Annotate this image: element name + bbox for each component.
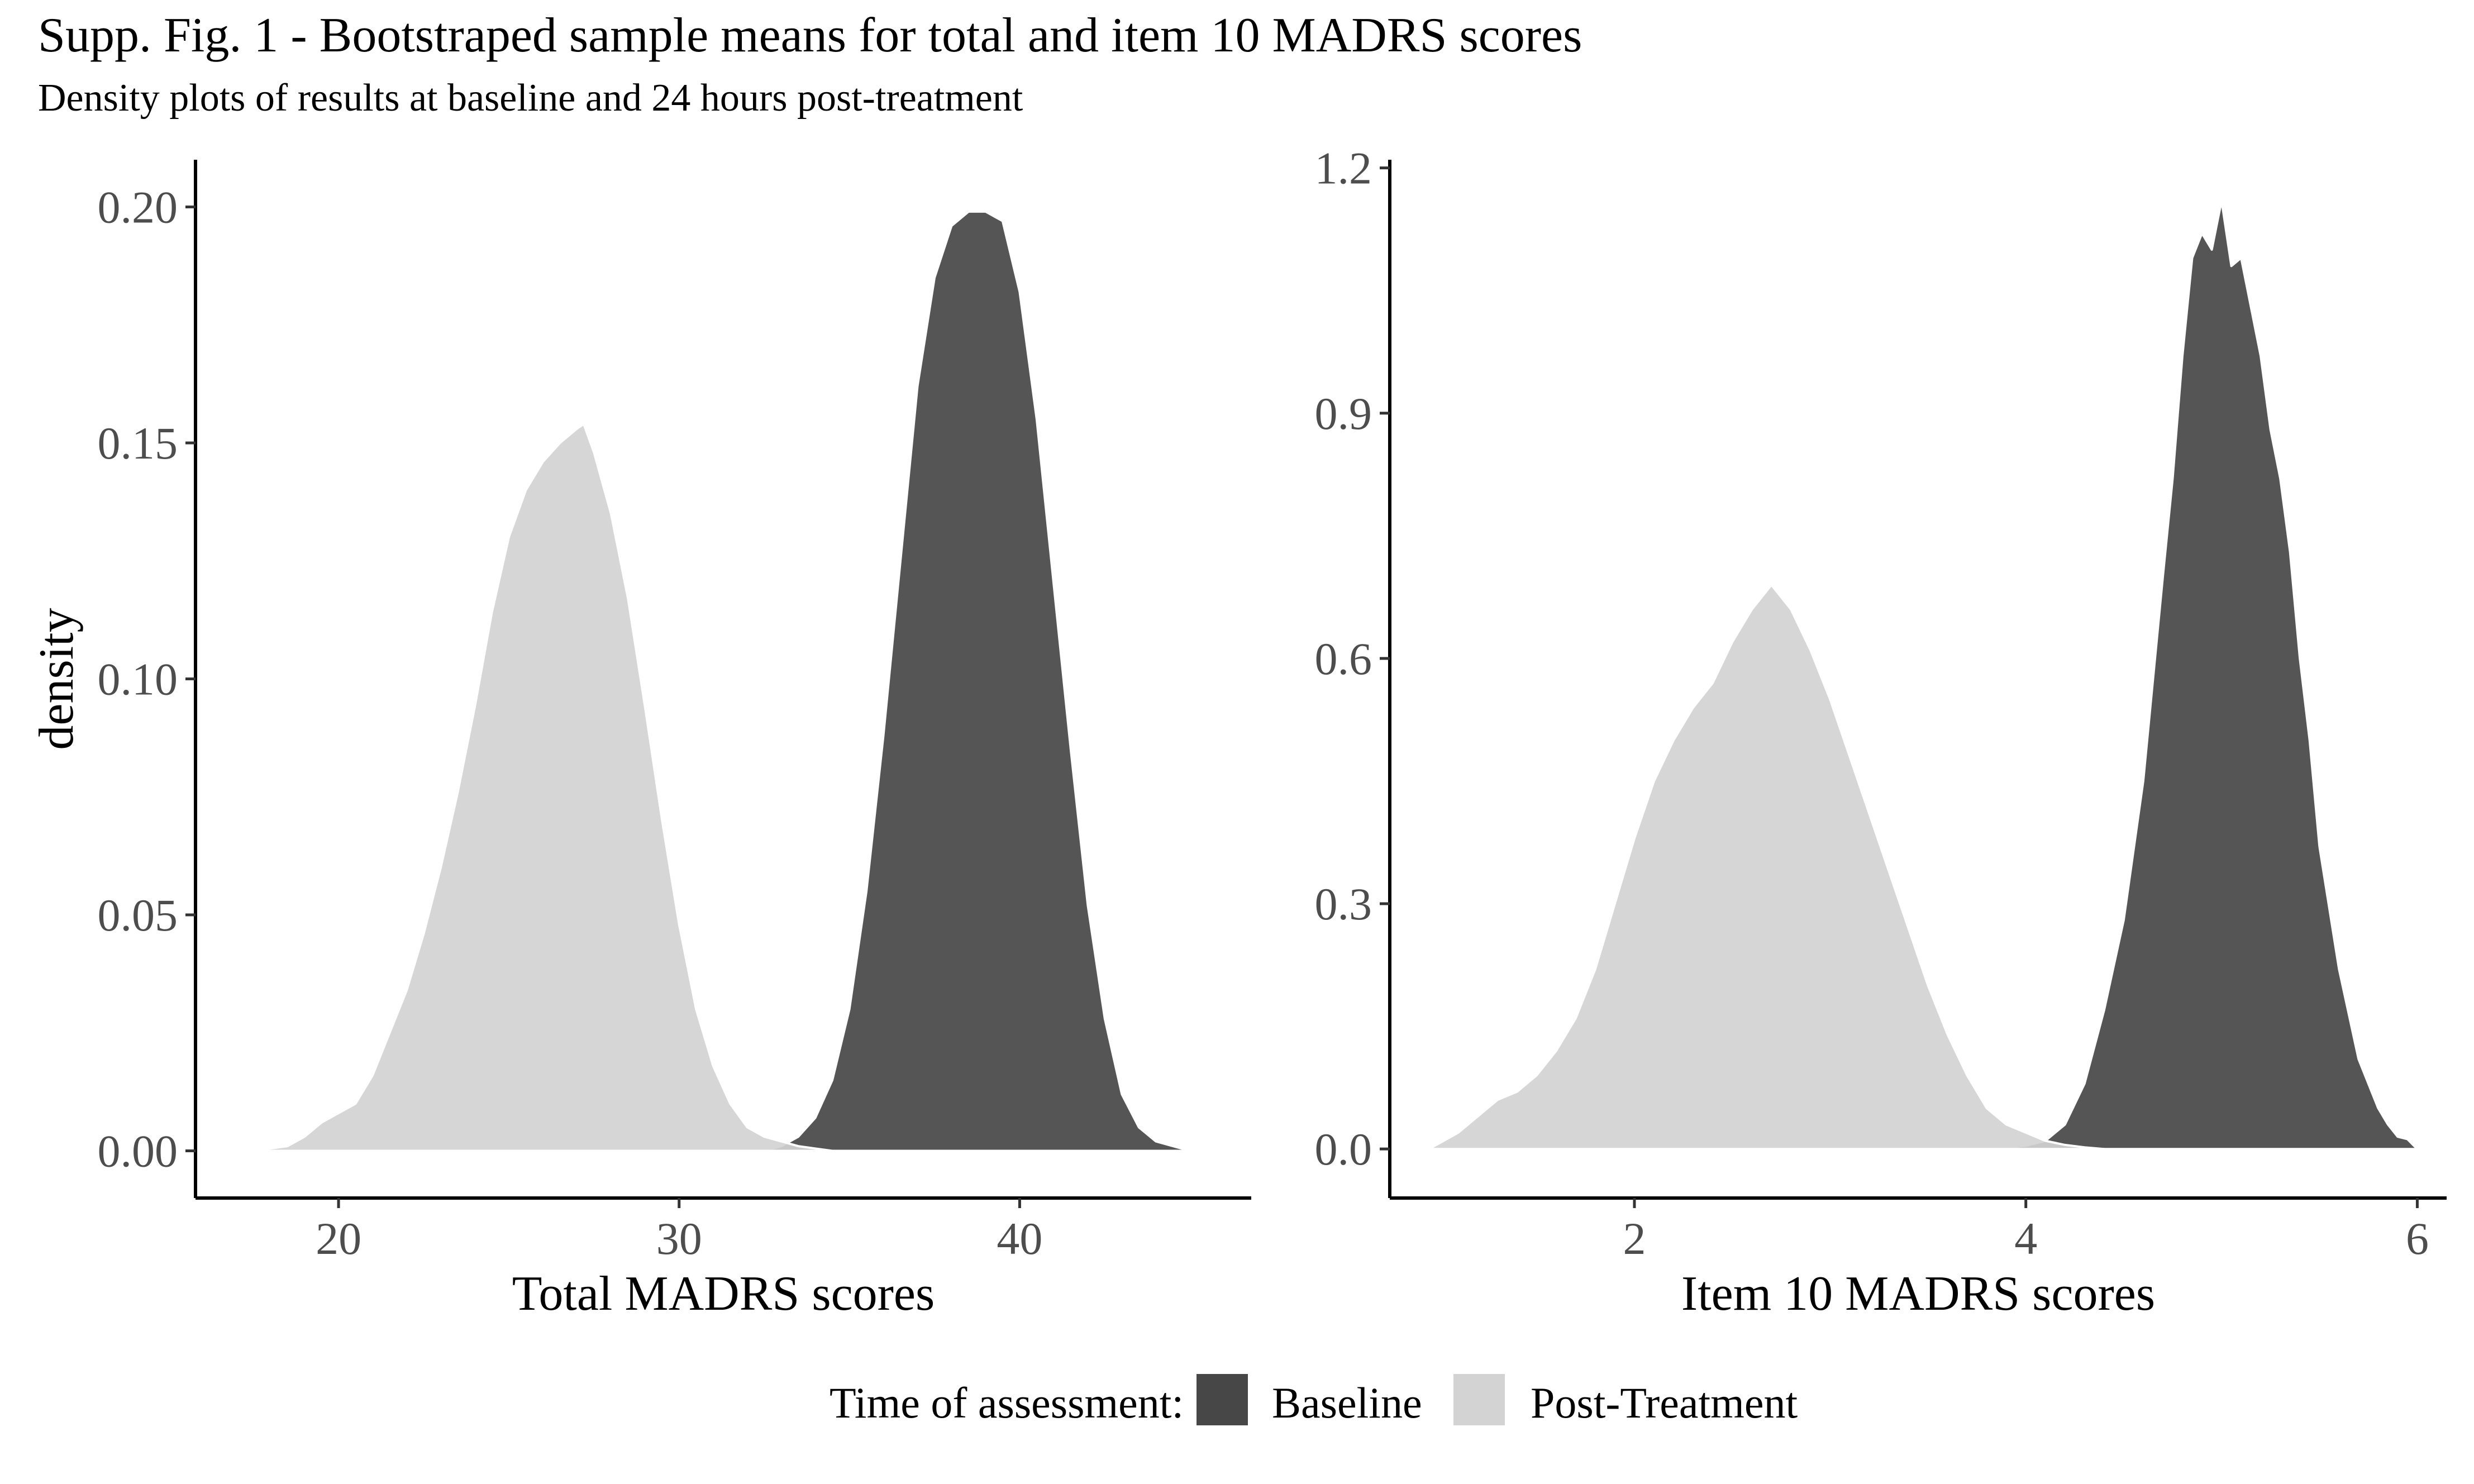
y-tick-label: 0.9 bbox=[1315, 388, 1372, 439]
x-tick-label: 30 bbox=[656, 1213, 702, 1264]
legend-label-post-treatment: Post-Treatment bbox=[1531, 1378, 1798, 1427]
y-tick-label: 0.6 bbox=[1315, 633, 1372, 684]
x-axis-title: Total MADRS scores bbox=[512, 1267, 935, 1321]
panel-item10-madrs: 0.0 0.3 0.6 0.9 1.2 2 4 6 Item 10 MADRS scores bbox=[1315, 143, 2447, 1321]
x-tick-label: 20 bbox=[316, 1213, 361, 1264]
figure-subtitle: Density plots of results at baseline and… bbox=[38, 77, 1023, 120]
x-axis-title: Item 10 MADRS scores bbox=[1681, 1267, 2155, 1321]
legend: Time of assessment: Baseline Post-Treatm… bbox=[830, 1374, 1798, 1427]
y-tick-label: 0.00 bbox=[98, 1126, 178, 1177]
y-tick-label: 0.0 bbox=[1315, 1124, 1372, 1175]
figure-title: Supp. Fig. 1 - Bootstraped sample means … bbox=[38, 8, 1582, 63]
legend-label-baseline: Baseline bbox=[1272, 1378, 1422, 1427]
density-area-post-treatment bbox=[252, 423, 834, 1152]
y-tick-label: 1.2 bbox=[1315, 143, 1372, 194]
panel-total-madrs: 0.00 0.05 0.10 0.15 0.20 20 30 40 Total MADRS sc… bbox=[30, 160, 1251, 1321]
y-tick-label: 0.20 bbox=[98, 182, 178, 233]
legend-title: Time of assessment: bbox=[830, 1378, 1184, 1427]
y-tick-label: 0.3 bbox=[1315, 879, 1372, 929]
x-tick-label: 2 bbox=[1623, 1213, 1646, 1264]
y-axis-title: density bbox=[30, 608, 84, 750]
density-area-baseline bbox=[1995, 199, 2419, 1151]
y-tick-label: 0.05 bbox=[98, 890, 178, 941]
x-tick-label: 40 bbox=[997, 1213, 1042, 1264]
y-tick-label: 0.15 bbox=[98, 418, 178, 469]
x-tick-label: 4 bbox=[2014, 1213, 2037, 1264]
x-tick-label: 6 bbox=[2406, 1213, 2429, 1264]
legend-key-post-treatment bbox=[1453, 1374, 1505, 1425]
y-tick-label: 0.10 bbox=[98, 654, 178, 705]
density-area-post-treatment bbox=[1428, 584, 2105, 1151]
legend-key-baseline bbox=[1197, 1374, 1248, 1425]
density-area-baseline bbox=[763, 210, 1191, 1152]
